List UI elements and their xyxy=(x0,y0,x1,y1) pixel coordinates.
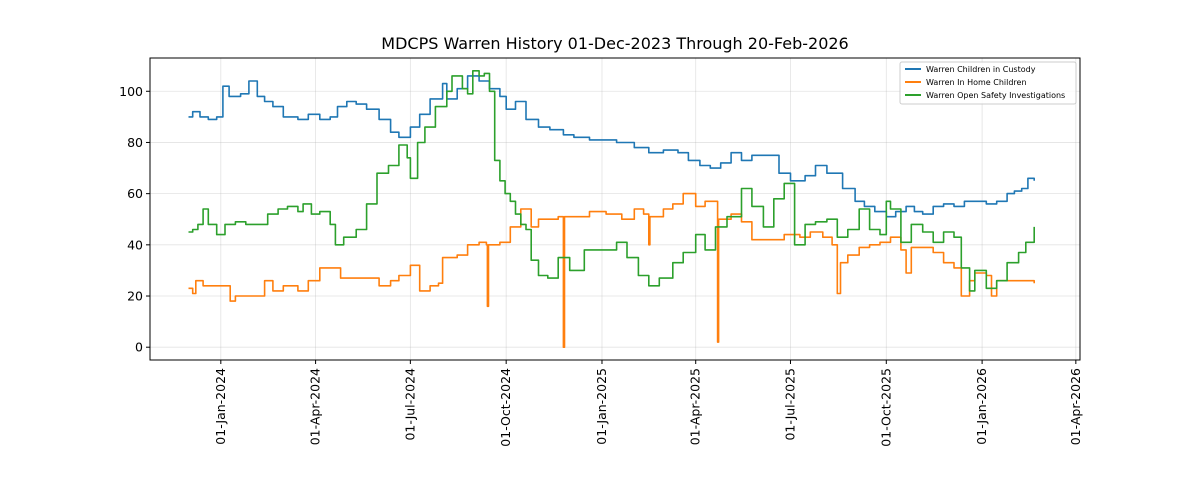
legend-box xyxy=(899,61,1077,105)
series-line-custody xyxy=(188,75,1035,218)
legend-label-investigations: Warren Open Safety Investigations xyxy=(926,91,1065,100)
x-tick-label: 01-Jan-2025 xyxy=(594,368,609,445)
grid-layer xyxy=(150,58,1080,360)
series-line-in-home xyxy=(188,192,1035,349)
y-tick-label: 80 xyxy=(127,135,143,150)
legend-label-in-home: Warren In Home Children xyxy=(926,78,1027,87)
x-tick-label: 01-Apr-2024 xyxy=(308,368,323,445)
x-tick-label: 01-Jan-2024 xyxy=(213,368,228,445)
x-tick-label: 01-Oct-2024 xyxy=(498,368,513,447)
y-tick-label: 60 xyxy=(127,186,143,201)
y-tick-label: 20 xyxy=(127,289,143,304)
legend-label-custody: Warren Children in Custody xyxy=(926,65,1036,74)
y-tick-label: 0 xyxy=(135,340,143,355)
y-tick-label: 100 xyxy=(119,84,143,99)
series-line-investigations xyxy=(188,70,1035,292)
series-layer xyxy=(188,70,1035,349)
x-tick-label: 01-Jan-2026 xyxy=(974,368,989,445)
x-tick-label: 01-Apr-2026 xyxy=(1068,368,1083,445)
legend: Warren Children in Custody Warren In Hom… xyxy=(899,61,1077,105)
x-tick-label: 01-Jul-2024 xyxy=(402,368,417,441)
x-tick-label: 01-Apr-2025 xyxy=(688,368,703,445)
x-tick-label: 01-Jul-2025 xyxy=(782,368,797,441)
y-tick-label: 40 xyxy=(127,237,143,252)
axis-layer: 0 20 40 60 80 100 01-Jan-2024 01-Apr-2024 01-Jul… xyxy=(119,84,1083,447)
chart-title: MDCPS Warren History 01-Dec-2023 Through… xyxy=(381,34,848,53)
plot-frame xyxy=(149,57,1081,361)
x-tick-label: 01-Oct-2025 xyxy=(878,368,893,447)
